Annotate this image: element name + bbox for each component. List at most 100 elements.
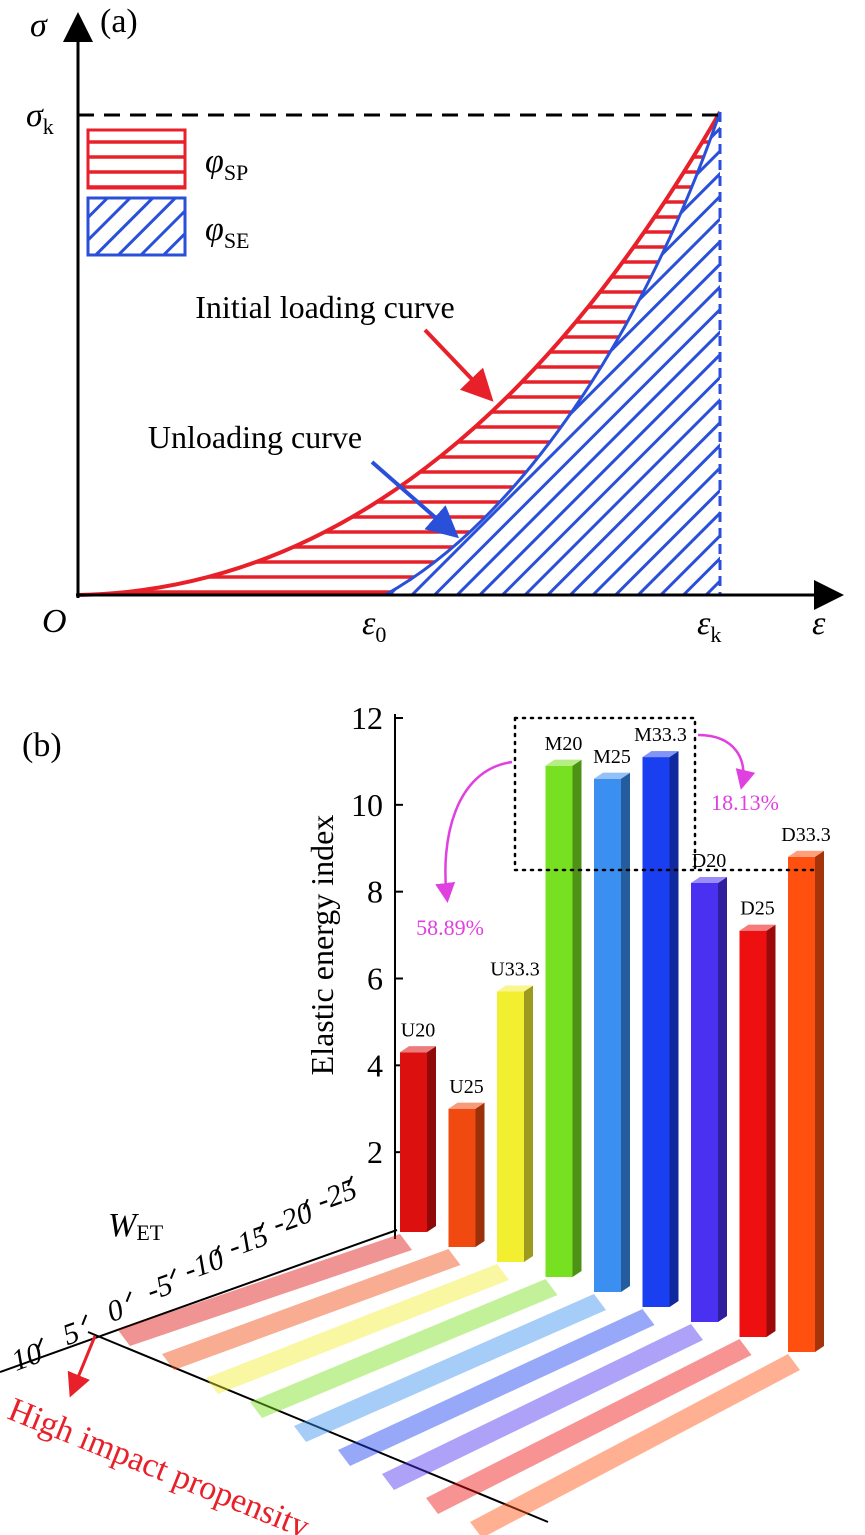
bar: [400, 1052, 427, 1232]
arrow: [67, 1335, 97, 1398]
y-axis-title: Elastic energy index: [304, 815, 340, 1076]
floor-strip: [206, 1264, 509, 1394]
bar-side: [718, 876, 727, 1322]
arrow: [370, 460, 460, 539]
bar-top-shade: [497, 985, 533, 992]
y-tick-label: 8: [367, 874, 383, 910]
bar-side-shade: [621, 772, 630, 1292]
bar-top-shade: [788, 850, 824, 857]
symbol: φ: [205, 143, 224, 180]
sigma-k: σk: [26, 97, 54, 139]
bar-top-shade: [400, 1046, 436, 1053]
panel-label: (b): [22, 727, 62, 764]
bar: [545, 765, 573, 1277]
symbol: σ: [26, 97, 44, 134]
bar-side-shade: [718, 876, 727, 1322]
eps-k: εk: [697, 605, 721, 647]
bar-top: [691, 876, 727, 883]
depth-tick-label: 0: [103, 1293, 128, 1329]
bar-top-shade: [739, 924, 776, 931]
depth-tick-label: -20: [268, 1196, 317, 1241]
bar-side: [766, 924, 776, 1337]
y-axis-symbol: σ: [30, 7, 48, 44]
depth-tick-label: -25: [312, 1173, 361, 1218]
bar: [448, 1108, 476, 1247]
highlight-box: [513, 716, 817, 872]
depth-axis: [0, 1229, 398, 1373]
se-region: [385, 112, 720, 595]
legend-entry: φSP: [205, 143, 248, 185]
arrow: [697, 733, 756, 790]
bar-top: [642, 751, 679, 758]
arrow: [423, 328, 494, 402]
subscript: 0: [375, 622, 386, 647]
bar-top: [448, 1102, 485, 1109]
annotation: Initial loading curve: [195, 289, 454, 325]
bar-side-shade: [815, 850, 824, 1352]
bar-side-shade: [427, 1046, 436, 1232]
bar-label: M25: [593, 746, 631, 768]
bar-label: U33.3: [490, 959, 539, 981]
bar: [788, 856, 815, 1352]
floor-strip: [294, 1294, 606, 1442]
origin: O: [42, 603, 67, 640]
bar-top: [545, 759, 582, 766]
symbol: ε: [362, 605, 376, 642]
bar-top-shade: [545, 759, 582, 766]
loading-curve: [77, 111, 722, 597]
y-tick-label: 4: [367, 1047, 383, 1083]
subscript: k: [710, 622, 721, 647]
bar-top: [788, 850, 824, 857]
arrow: [435, 760, 513, 903]
depth-tick: [37, 1337, 43, 1349]
bar: [642, 757, 670, 1307]
depth-tick: [258, 1221, 265, 1233]
floor-strip: [250, 1279, 558, 1418]
bar-side-shade: [475, 1102, 485, 1247]
bar-top: [739, 924, 776, 931]
depth-tick-label: 5: [58, 1316, 83, 1352]
bar: [691, 882, 718, 1322]
depth-tick: [302, 1198, 309, 1210]
bar-label: M20: [545, 733, 583, 755]
bar-side-shade: [572, 759, 582, 1277]
eps-0: ε0: [362, 605, 386, 647]
unloading-curve: [384, 111, 722, 597]
bar-side: [669, 751, 679, 1307]
sp-region: [78, 112, 720, 595]
depth-tick: [214, 1245, 221, 1256]
bar: [739, 930, 767, 1337]
subscript: k: [43, 114, 54, 139]
bar-label: D25: [740, 898, 774, 920]
floor-strip: [338, 1309, 655, 1466]
bar-top-shade: [642, 751, 679, 758]
x-axis-symbol: ε: [812, 605, 826, 642]
bar-top-shade: [594, 772, 630, 779]
bar-label: D20: [692, 850, 726, 872]
y-tick-label: 10: [351, 787, 383, 823]
panel-a: σ (a) σk φSP φSE Initial loading curve U…: [26, 3, 844, 647]
depth-tick: [169, 1268, 176, 1279]
bar-top-shade: [691, 876, 727, 883]
bar: [594, 778, 621, 1292]
panel-label: (a): [100, 3, 138, 40]
y-tick-label: 12: [351, 700, 383, 736]
bar: [497, 991, 524, 1262]
bar-label: M33.3: [634, 724, 687, 746]
bar-label: U25: [449, 1076, 483, 1098]
bar-side: [427, 1046, 436, 1232]
y-tick-label: 6: [367, 961, 383, 997]
bar-label: U20: [401, 1019, 435, 1041]
legend-swatch: [86, 196, 187, 257]
bar-side-shade: [524, 985, 533, 1262]
bar-side: [524, 985, 533, 1262]
subscript: SP: [224, 160, 248, 185]
annotation: Unloading curve: [148, 419, 362, 455]
bar-top-shade: [448, 1102, 485, 1109]
depth-tick-label: -15: [224, 1219, 273, 1264]
depth-tick: [125, 1291, 132, 1303]
floor-strip: [426, 1339, 752, 1514]
bar-label: D33.3: [781, 824, 830, 846]
subscript: ET: [136, 1220, 163, 1245]
subscript: SE: [224, 228, 250, 253]
